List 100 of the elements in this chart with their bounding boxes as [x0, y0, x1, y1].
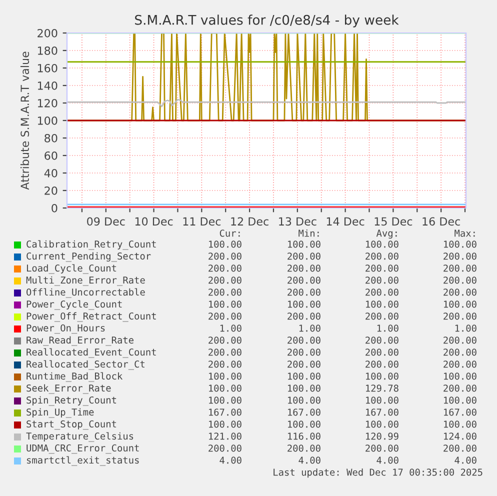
text: 100.00: [444, 300, 476, 308]
text: 200.00: [288, 288, 320, 296]
text: 1.00: [220, 324, 242, 332]
text: 1.00: [299, 324, 320, 332]
text: 100.00: [209, 372, 242, 380]
legend-label: Power_On_Hours: [26, 324, 105, 334]
legend-label: smartctl_exit_status: [26, 456, 139, 466]
text: 200.00: [444, 384, 476, 392]
y-tick-label: 160: [38, 64, 58, 72]
text: Avg:: [376, 230, 397, 239]
text: Max:: [454, 230, 475, 237]
text: 200.00: [366, 360, 398, 368]
legend-label: Power_Off_Retract_Count: [26, 312, 156, 322]
text: 200.00: [208, 348, 242, 356]
text: 167.00: [209, 408, 242, 416]
legend-label: Reallocated_Event_Count: [26, 348, 156, 358]
y-tick-label: 100: [38, 116, 58, 125]
legend-label: Calibration_Retry_Count: [26, 240, 156, 250]
x-tick-label: 12 Dec: [231, 217, 268, 226]
text: 200.00: [444, 264, 476, 272]
legend-label: Runtime_Bad_Block: [26, 372, 123, 382]
text: 200.00: [288, 348, 320, 356]
legend-label: Spin_Retry_Count: [26, 396, 116, 406]
text: 200.00: [288, 444, 320, 452]
text: 1.00: [455, 324, 476, 332]
text: 4.00: [220, 456, 242, 464]
x-tick-label: 09 Dec: [87, 217, 125, 226]
text: 100.00: [366, 372, 398, 380]
text: 200.00: [444, 444, 476, 452]
text: 200.00: [366, 276, 398, 284]
text: 200.00: [208, 288, 242, 296]
text: 4.00: [454, 456, 476, 464]
text: 200.00: [444, 288, 476, 296]
legend-label: Reallocated_Sector_Ct: [26, 360, 144, 370]
text: 100.00: [288, 372, 320, 380]
legend-label: Start_Stop_Count: [26, 420, 116, 430]
text: 167.00: [288, 408, 320, 416]
text: 200.00: [444, 336, 476, 344]
text: 200.00: [208, 336, 242, 344]
text: 200.00: [366, 288, 398, 296]
y-tick-label: 60: [44, 151, 58, 160]
text: 100.00: [366, 240, 398, 248]
text: 200.00: [444, 276, 476, 284]
text: 100.00: [209, 420, 242, 428]
text: 100.00: [444, 396, 476, 404]
text: 200.00: [288, 264, 320, 272]
text: 200.00: [366, 348, 398, 356]
legend-label: Multi_Zone_Error_Rate: [26, 276, 145, 286]
text: 4.00: [298, 456, 320, 464]
text: 100.00: [288, 300, 320, 308]
text: 167.00: [366, 408, 398, 416]
y-tick-label: 200: [38, 28, 58, 38]
text: 200.00: [208, 276, 242, 284]
text: Cur:: [220, 230, 240, 237]
x-tick-label: 11 Dec: [183, 217, 221, 226]
text: 200.00: [366, 336, 398, 344]
text: 200.00: [208, 264, 242, 272]
text: 100.00: [209, 300, 242, 308]
text: 100.00: [366, 300, 398, 308]
y-tick-label: 120: [38, 98, 58, 108]
text: 100.00: [366, 420, 398, 428]
y-tick-label: 0: [52, 204, 58, 212]
text: 200.00: [366, 312, 398, 320]
text: 200.00: [208, 252, 242, 260]
text: 200.00: [444, 312, 476, 320]
text: 100.00: [444, 372, 476, 380]
legend-label: Spin_Up_Time: [26, 408, 94, 418]
text: 200.00: [444, 348, 476, 356]
legend-label: Load_Cycle_Count: [26, 264, 116, 274]
text: 116.00: [288, 432, 320, 440]
y-tick-label: 180: [38, 46, 58, 55]
x-tick-label: 13 Dec: [279, 217, 316, 226]
text: Last update: Wed Dec 17 00:35:00 2025: [274, 468, 482, 478]
x-tick-label: 16 Dec: [422, 217, 460, 226]
text: 200.00: [444, 360, 476, 368]
text: 200.00: [288, 312, 320, 320]
text: 200.00: [366, 444, 398, 452]
text: 200.00: [288, 336, 320, 344]
text: 120.99: [366, 432, 398, 440]
text: 167.00: [444, 408, 476, 416]
text: 100.00: [444, 240, 476, 248]
x-tick-label: 14 Dec: [326, 217, 364, 226]
text: 100.00: [209, 240, 242, 248]
y-tick-label: 20: [44, 186, 58, 195]
text: 200.00: [366, 264, 398, 272]
y-tick-label: 80: [44, 134, 58, 142]
text: 200.00: [366, 252, 398, 260]
legend-label: Temperature_Celsius: [26, 432, 134, 442]
x-tick-label: 10 Dec: [135, 217, 173, 226]
text: 200.00: [288, 360, 320, 368]
text: 100.00: [366, 396, 398, 404]
text: 200.00: [208, 444, 242, 452]
text: 200.00: [288, 252, 320, 260]
x-tick-label: 15 Dec: [374, 217, 412, 226]
text: 200.00: [208, 360, 242, 368]
text: 100.00: [209, 396, 242, 404]
text: 1.00: [377, 324, 398, 332]
legend-label: Seek_Error_Rate: [26, 384, 111, 394]
legend-label: Offline_Uncorrectable: [26, 288, 145, 298]
legend-label: Current_Pending_Sector: [26, 252, 151, 262]
